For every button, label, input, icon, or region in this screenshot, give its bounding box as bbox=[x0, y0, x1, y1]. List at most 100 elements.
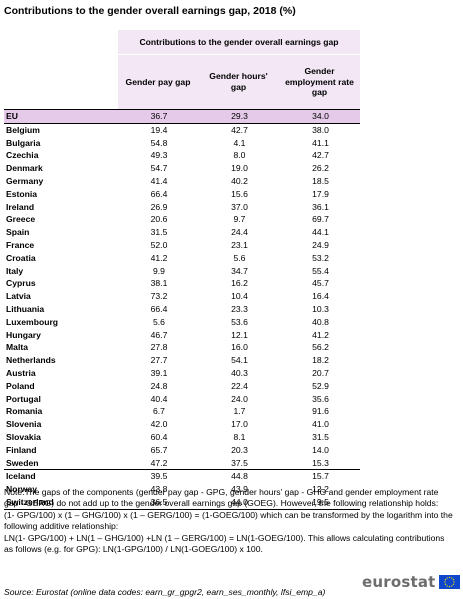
gender-hours-gap-cell: 4.1 bbox=[233, 137, 246, 148]
gender-employment-rate-gap-cell: 16.4 bbox=[312, 291, 329, 302]
country-cell: Sweden bbox=[6, 457, 39, 468]
table-row: Estonia 66.4 15.6 17.9 bbox=[4, 188, 360, 201]
footnote-paragraph: LN(1- GPG/100) + LN(1 – GHG/100) +LN (1 … bbox=[4, 532, 445, 555]
table-row: Slovenia 42.0 17.0 41.0 bbox=[4, 418, 360, 431]
gender-pay-gap-cell: 43.8 bbox=[150, 484, 168, 495]
gender-pay-gap-cell: 42.0 bbox=[150, 419, 168, 430]
country-cell: Germany bbox=[6, 175, 44, 186]
country-cell: Slovakia bbox=[6, 431, 41, 442]
gender-employment-rate-gap-cell: 17.9 bbox=[312, 188, 329, 199]
gender-employment-rate-gap-cell: 42.7 bbox=[312, 150, 329, 161]
gender-pay-gap-cell: 66.4 bbox=[150, 188, 168, 199]
gender-hours-gap-cell: 17.0 bbox=[231, 419, 248, 430]
gender-employment-rate-gap-cell: 56.2 bbox=[312, 342, 329, 353]
eu-flag-icon bbox=[438, 575, 460, 589]
gender-employment-rate-gap-cell: 44.1 bbox=[312, 227, 329, 238]
table-row: Italy 9.9 34.7 55.4 bbox=[4, 265, 360, 278]
table-row: Czechia 49.3 8.0 42.7 bbox=[4, 149, 360, 162]
country-cell: Ireland bbox=[6, 201, 35, 212]
gender-hours-gap-cell: 37.0 bbox=[231, 201, 248, 212]
gender-employment-rate-gap-cell: 36.1 bbox=[312, 201, 329, 212]
table-row: Sweden 47.2 37.5 15.3 bbox=[4, 457, 360, 470]
gender-hours-gap-cell: 16.2 bbox=[231, 278, 248, 289]
gender-hours-gap-cell: 37.5 bbox=[231, 457, 248, 468]
gender-employment-rate-gap-cell: 91.6 bbox=[312, 406, 329, 417]
country-cell: Estonia bbox=[6, 188, 38, 199]
table-body: EU 36.7 29.3 34.0 Belgium 19.4 42.7 38.0 Bulgari… bbox=[4, 109, 361, 510]
gender-hours-gap-cell: 44.0 bbox=[198, 495, 279, 510]
flag-star bbox=[446, 577, 448, 579]
country-cell: Spain bbox=[6, 227, 30, 238]
flag-star bbox=[444, 583, 446, 585]
data-table: Contributions to the gender overall earn… bbox=[4, 30, 361, 510]
gender-pay-gap-cell: 26.9 bbox=[150, 201, 168, 212]
gender-pay-gap-cell: 40.4 bbox=[150, 393, 168, 404]
footnote-paragraph: (1- GPG/100) x (1 – GHG/100) x (1 – GERG… bbox=[4, 509, 453, 532]
gender-hours-gap-cell: 40.2 bbox=[231, 175, 248, 186]
country-cell: Slovenia bbox=[6, 419, 42, 430]
gender-pay-gap-cell: 73.2 bbox=[150, 291, 168, 302]
gender-pay-gap-cell: 9.9 bbox=[153, 265, 165, 276]
gender-employment-rate-gap-cell: 45.7 bbox=[312, 278, 329, 289]
flag-star bbox=[448, 585, 450, 588]
gender-hours-gap-cell: 20.3 bbox=[231, 444, 248, 455]
gender-pay-gap-cell: 49.3 bbox=[150, 150, 168, 161]
gender-hours-gap-cell: 40.3 bbox=[231, 367, 248, 378]
flag-star bbox=[446, 585, 448, 587]
gender-employment-rate-gap-cell: 12.2 bbox=[312, 484, 329, 495]
gender-pay-gap-cell: 27.7 bbox=[150, 355, 168, 366]
gender-pay-gap-cell: 24.8 bbox=[150, 380, 168, 391]
country-cell: Czechia bbox=[6, 150, 39, 161]
column-header-gender-hours-gap: Gender hours' gap bbox=[198, 54, 279, 110]
gender-employment-rate-gap-cell: 26.2 bbox=[312, 163, 329, 174]
table-row: Malta 27.8 16.0 56.2 bbox=[4, 341, 360, 354]
gender-hours-gap-cell: 24.0 bbox=[231, 393, 248, 404]
gender-employment-rate-gap-cell: 18.2 bbox=[312, 355, 329, 366]
gender-hours-gap-cell: 1.7 bbox=[233, 406, 246, 417]
table-row: Belgium 19.4 42.7 38.0 bbox=[4, 123, 360, 136]
gender-employment-rate-gap-cell: 69.7 bbox=[312, 214, 329, 225]
country-cell: Luxembourg bbox=[6, 316, 59, 327]
flag-star bbox=[450, 585, 452, 587]
gender-employment-rate-gap-cell: 10.3 bbox=[312, 303, 329, 314]
footnote-paragraph: Note:The gaps of the components (gender … bbox=[4, 487, 439, 509]
table-row: Iceland 39.5 44.8 15.7 bbox=[4, 469, 361, 484]
gender-employment-rate-gap-cell: 40.8 bbox=[312, 316, 329, 327]
gender-employment-rate-gap-cell: 14.0 bbox=[312, 444, 329, 455]
gender-hours-gap-cell: 23.1 bbox=[231, 239, 248, 250]
country-cell: Netherlands bbox=[6, 355, 56, 366]
country-cell: Latvia bbox=[6, 291, 31, 302]
gender-employment-rate-gap-cell: 41.0 bbox=[312, 419, 329, 430]
country-cell: Cyprus bbox=[6, 278, 36, 289]
flag-star bbox=[452, 581, 455, 583]
table-row: Switzerland 36.5 44.0 19.5 bbox=[4, 495, 361, 510]
flag-star bbox=[450, 577, 452, 579]
gender-employment-rate-gap-cell: 52.9 bbox=[312, 380, 329, 391]
gender-pay-gap-cell: 60.4 bbox=[150, 431, 168, 442]
gender-hours-gap-cell: 9.7 bbox=[233, 214, 246, 225]
gender-pay-gap-cell: 36.7 bbox=[118, 109, 198, 124]
table-row: Spain 31.5 24.4 44.1 bbox=[4, 226, 360, 239]
country-cell: Lithuania bbox=[6, 303, 45, 314]
gender-pay-gap-cell: 65.7 bbox=[150, 444, 168, 455]
gender-employment-rate-gap-cell: 18.5 bbox=[312, 175, 329, 186]
gender-hours-gap-cell: 34.7 bbox=[231, 265, 248, 276]
gender-employment-rate-gap-cell: 55.4 bbox=[312, 265, 329, 276]
gender-pay-gap-cell: 5.6 bbox=[153, 316, 165, 327]
country-cell: Switzerland bbox=[4, 495, 118, 510]
country-cell: Norway bbox=[6, 484, 38, 495]
flag-star bbox=[444, 579, 446, 581]
country-cell: Portugal bbox=[6, 393, 41, 404]
table-row: Luxembourg 5.6 53.6 40.8 bbox=[4, 316, 360, 329]
gender-employment-rate-gap-cell: 35.6 bbox=[312, 393, 329, 404]
gender-pay-gap-cell: 66.4 bbox=[150, 303, 168, 314]
gender-hours-gap-cell: 54.1 bbox=[231, 355, 248, 366]
source-line: Source: Eurostat (online data codes: ear… bbox=[4, 587, 326, 597]
gender-hours-gap-cell: 8.0 bbox=[233, 150, 246, 161]
flag-star bbox=[452, 583, 454, 585]
country-cell: France bbox=[6, 239, 35, 250]
gender-hours-gap-cell: 5.6 bbox=[233, 252, 246, 263]
header-corner bbox=[4, 30, 118, 110]
country-cell: Malta bbox=[6, 342, 28, 353]
gender-pay-gap-cell: 31.5 bbox=[150, 227, 168, 238]
